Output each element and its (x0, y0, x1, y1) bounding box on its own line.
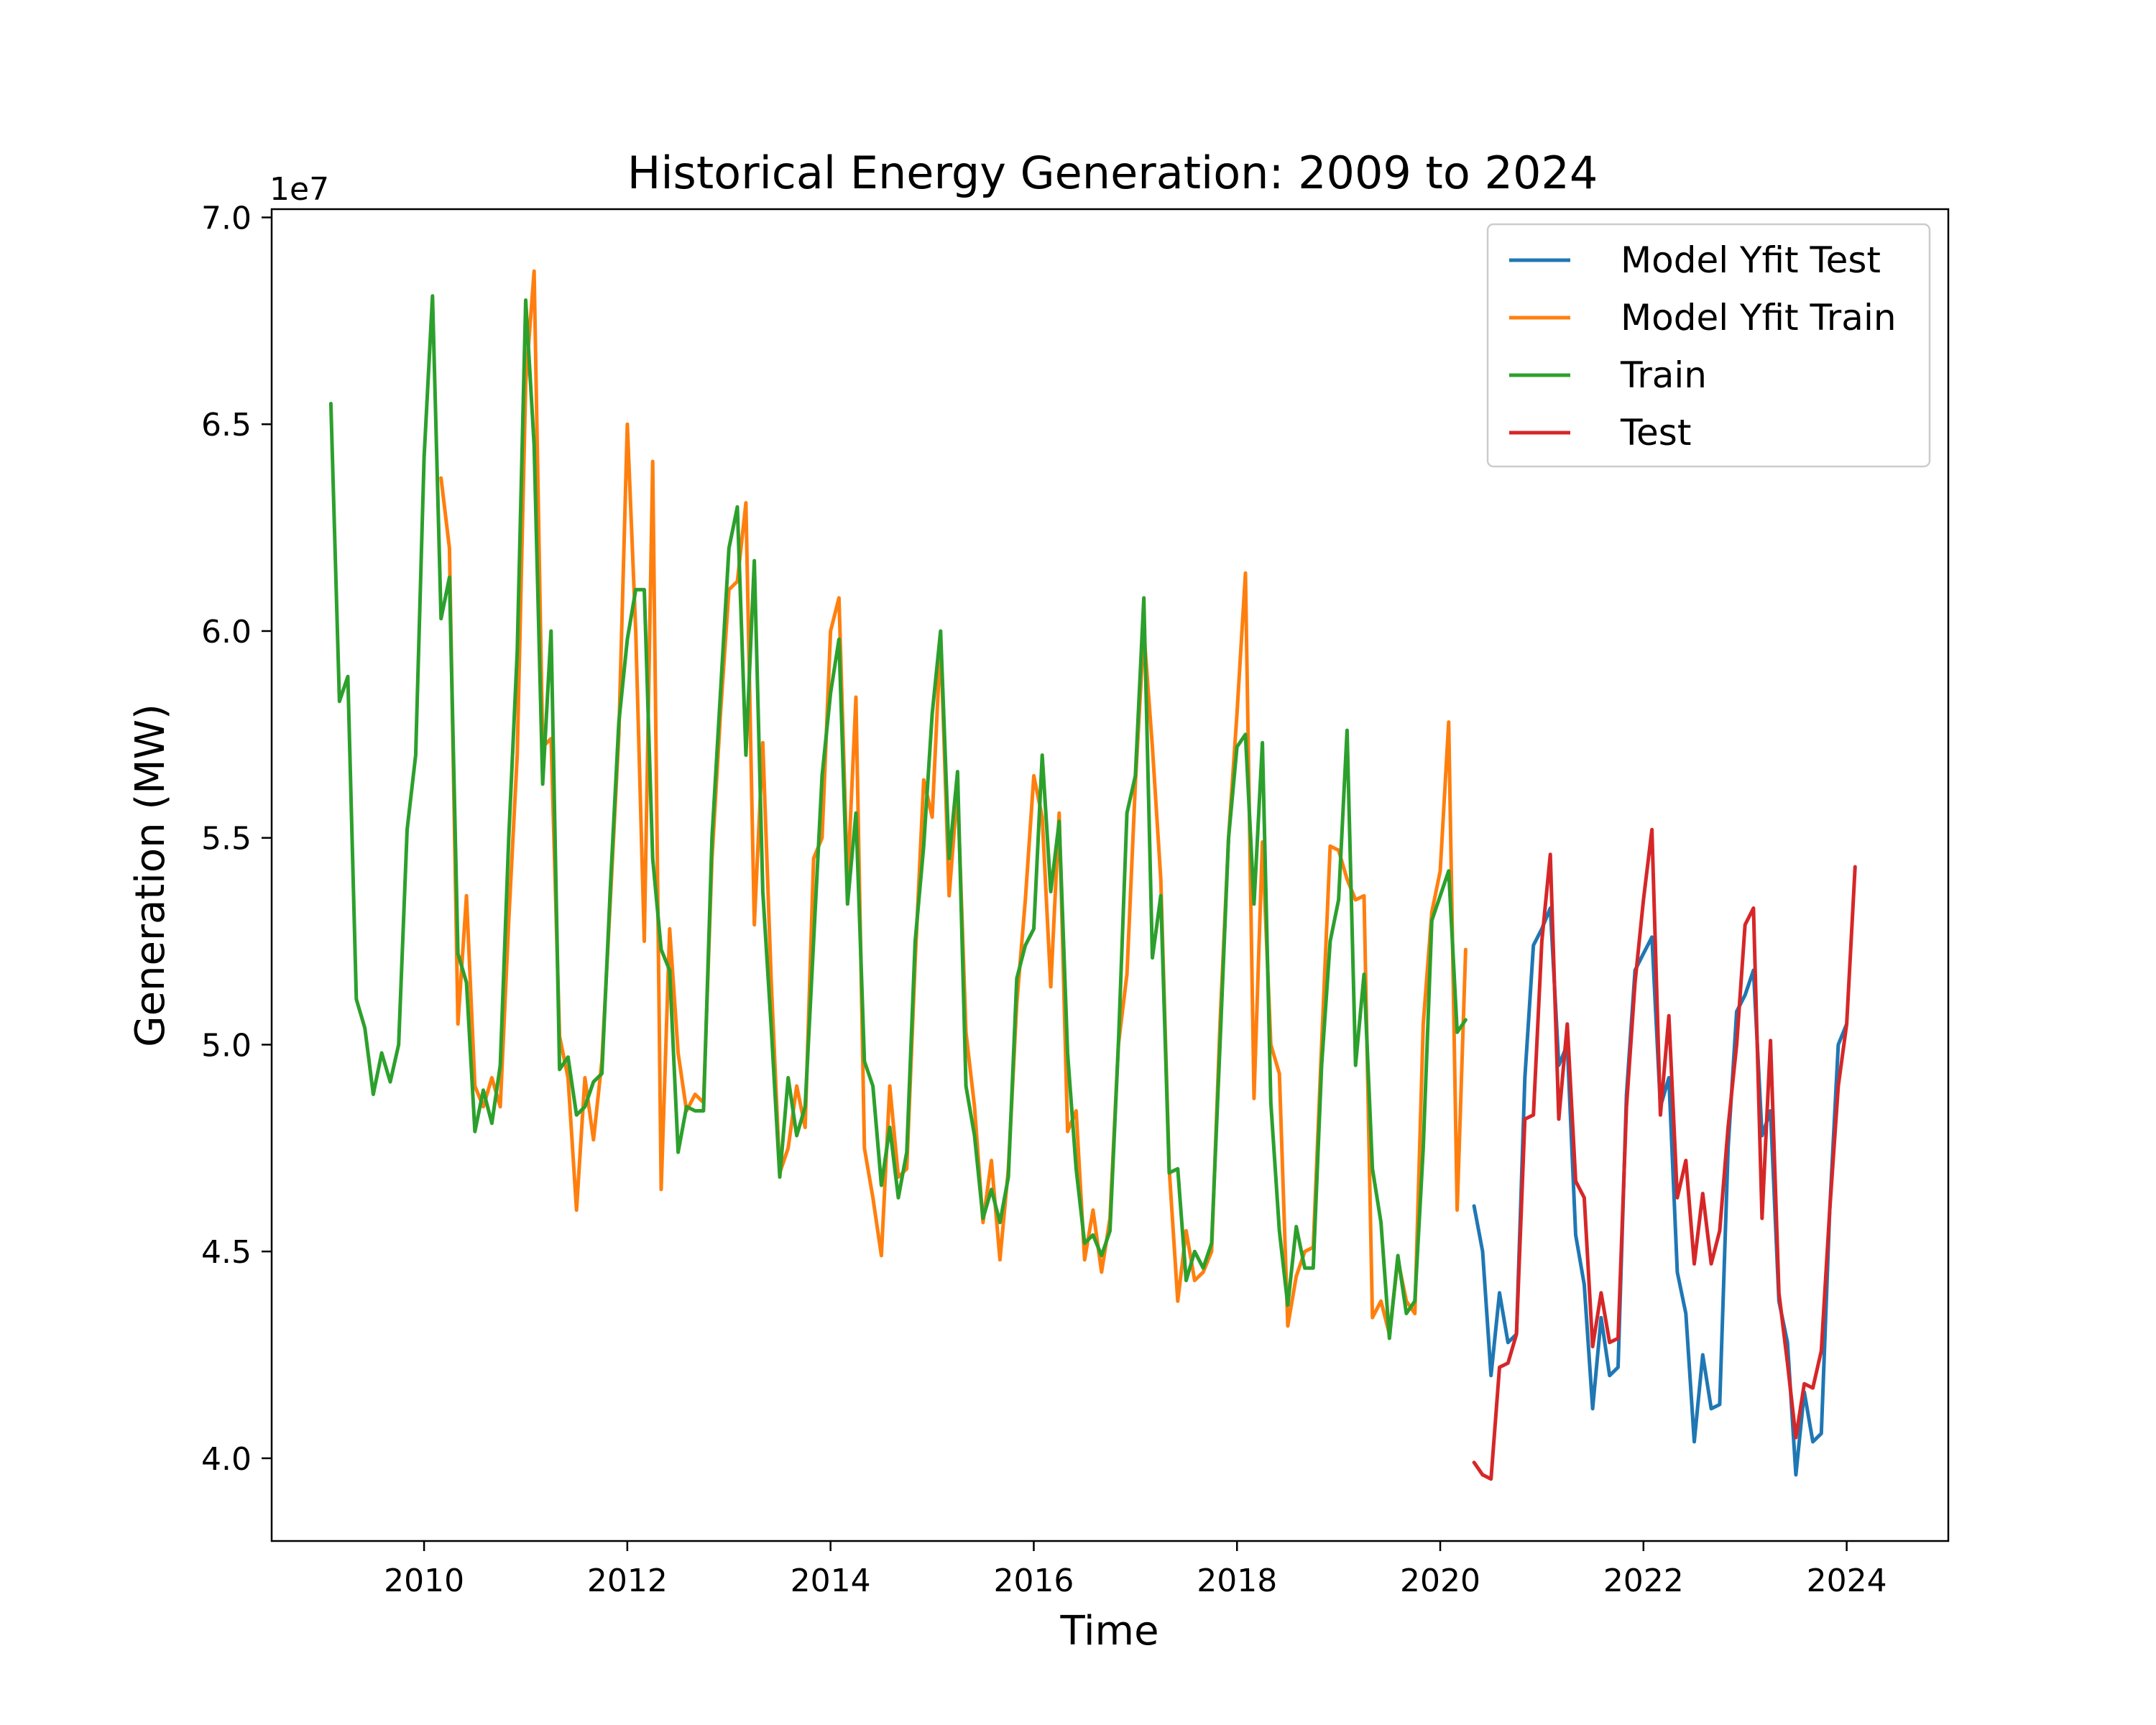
x-tick-label: 2014 (791, 1563, 871, 1599)
x-axis-label: Time (1059, 1608, 1158, 1655)
x-tick-label: 2022 (1603, 1563, 1684, 1599)
y-tick-label: 4.0 (201, 1441, 252, 1478)
series-line-3 (328, 294, 1468, 1340)
series-layer (328, 269, 1857, 1481)
x-axis: 2010 2012 2014 2016 2018 2020 2022 2024 (384, 1541, 1887, 1599)
legend-entry-label: Model Yfit Train (1621, 297, 1897, 339)
y-tick-label: 6.5 (201, 407, 252, 443)
legend: Model Yfit Test Model Yfit Train Train Test (1486, 223, 1931, 468)
legend-frame (1486, 223, 1931, 468)
legend-entry-label: Model Yfit Test (1621, 239, 1881, 281)
legend-entry-label: Train (1620, 354, 1707, 396)
y-axis: 4.0 4.5 5.0 5.5 6.0 6.5 7.0 (201, 201, 272, 1478)
series-line-4 (1472, 827, 1857, 1481)
plot-frame (270, 208, 1950, 1542)
x-tick-label: 2016 (993, 1563, 1074, 1599)
legend-entry-label: Test (1620, 412, 1691, 454)
y-axis-label: Generation (MW) (127, 704, 174, 1047)
x-tick-label: 2010 (384, 1563, 464, 1599)
x-tick-label: 2024 (1807, 1563, 1887, 1599)
y-tick-label: 6.0 (201, 614, 252, 650)
x-tick-label: 2018 (1197, 1563, 1277, 1599)
x-tick-label: 2012 (587, 1563, 668, 1599)
y-tick-label: 5.0 (201, 1027, 252, 1064)
y-tick-label: 4.5 (201, 1234, 252, 1271)
y-offset-label: 1e7 (270, 171, 329, 208)
y-tick-label: 5.5 (201, 821, 252, 857)
y-tick-label: 7.0 (201, 201, 252, 237)
x-tick-label: 2020 (1400, 1563, 1480, 1599)
chart-title: Historical Energy Generation: 2009 to 20… (627, 147, 1598, 199)
